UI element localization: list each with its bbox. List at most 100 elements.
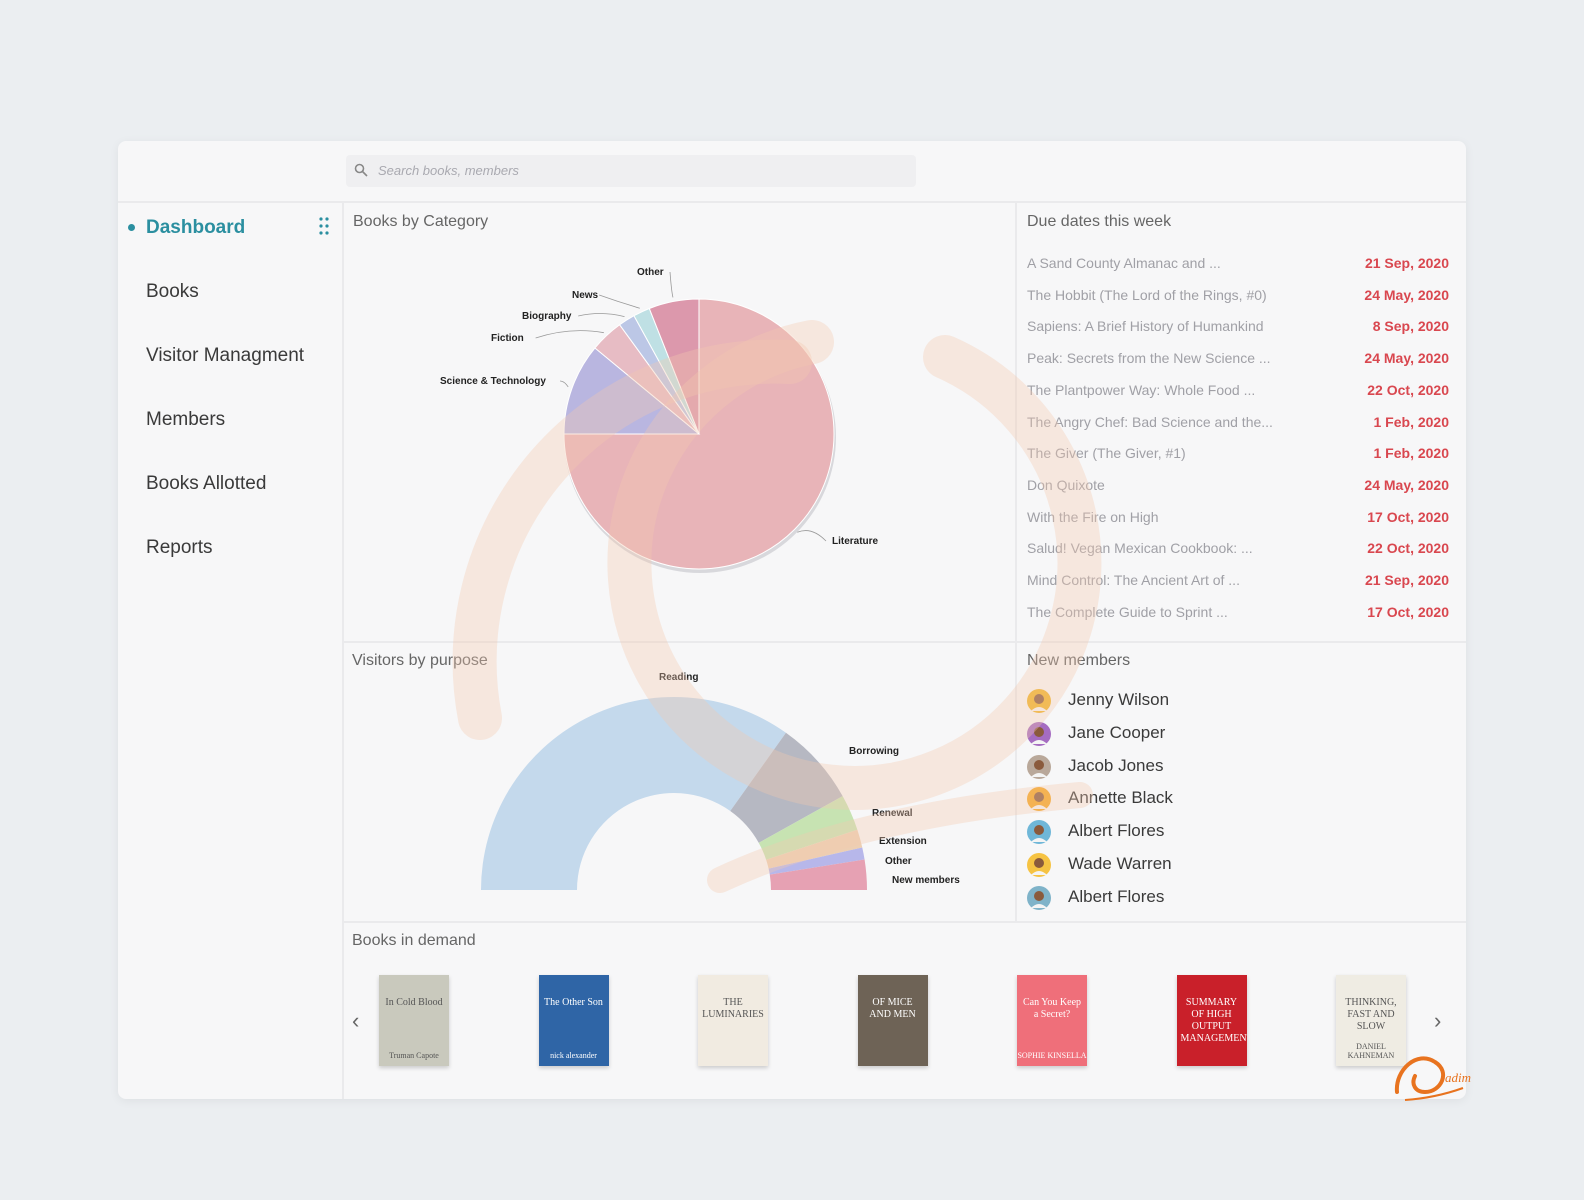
due-date-row[interactable]: The Plantpower Way: Whole Food ... 22 Oct… (1027, 382, 1449, 404)
avatar (1027, 885, 1051, 910)
pie-leader-line (535, 330, 604, 339)
pie-label: Science & Technology (440, 376, 546, 387)
member-row[interactable]: Jane Cooper (1027, 720, 1327, 748)
pie-leader-line (797, 530, 827, 542)
due-date-row[interactable]: A Sand County Almanac and ... 21 Sep, 202… (1027, 255, 1449, 277)
sidebar (118, 203, 344, 1099)
panel-title-category: Books by Category (353, 213, 489, 230)
due-date: 24 May, 2020 (1364, 476, 1449, 493)
member-row[interactable]: Jacob Jones (1027, 753, 1327, 781)
book-cover[interactable]: Can You Keep a Secret? SOPHIE KINSELLA (1017, 975, 1087, 1066)
book-title: In Cold Blood (385, 997, 443, 1008)
member-name: Jenny Wilson (1068, 690, 1170, 709)
divider (344, 921, 1466, 923)
due-book-title: With the Fire on High (1027, 508, 1159, 525)
book-author: SOPHIE KINSELLA (1017, 1051, 1087, 1060)
member-row[interactable]: Albert Flores (1027, 884, 1327, 912)
pie-slice (648, 298, 700, 435)
book-cover[interactable]: In Cold Blood Truman Capote (379, 975, 449, 1066)
sidebar-item-reports[interactable]: Reports (146, 537, 213, 558)
donut-segment (730, 732, 843, 843)
avatar (1027, 820, 1051, 845)
member-name: Albert Flores (1068, 886, 1165, 906)
panel-title-new-members: New members (1027, 652, 1131, 669)
due-date: 8 Sep, 2020 (1372, 318, 1449, 335)
due-date: 22 Oct, 2020 (1367, 540, 1449, 557)
book-title: Can You Keep a Secret? (1022, 997, 1082, 1020)
due-book-title: The Angry Chef: Bad Science and the... (1027, 413, 1273, 430)
donut-segment (758, 796, 858, 860)
member-name: Albert Flores (1068, 821, 1165, 841)
due-date: 1 Feb, 2020 (1373, 445, 1450, 462)
avatar (1027, 689, 1051, 713)
due-date-row[interactable]: With the Fire on High 17 Oct, 2020 (1027, 509, 1449, 531)
book-title: THE LUMINARIES (702, 997, 764, 1020)
active-indicator (128, 224, 135, 231)
search-bar[interactable]: Search books, members (346, 155, 916, 187)
member-name: Jacob Jones (1068, 755, 1164, 775)
due-date-row[interactable]: Peak: Secrets from the New Science ... 24… (1027, 350, 1449, 372)
pie-label: Literature (832, 536, 879, 547)
due-date: 24 May, 2020 (1364, 286, 1449, 303)
due-date-row[interactable]: Don Quixote 24 May, 2020 (1027, 477, 1449, 499)
donut-segment (768, 847, 865, 875)
due-date-row[interactable]: Sapiens: A Brief History of Humankind 8 S… (1027, 318, 1449, 340)
due-date-row[interactable]: The Hobbit (The Lord of the Rings, #0) 24… (1027, 287, 1449, 309)
search-input[interactable]: Search books, members (378, 163, 519, 178)
donut-label: New members (892, 875, 960, 886)
donut-label: Other (885, 856, 912, 867)
book-cover[interactable]: SUMMARY OF HIGH OUTPUT MANAGEMENT (1176, 975, 1247, 1066)
due-date: 24 May, 2020 (1364, 350, 1449, 367)
due-book-title: The Hobbit (The Lord of the Rings, #0) (1027, 286, 1267, 303)
sidebar-item-visitor-management[interactable]: Visitor Managment (146, 345, 305, 366)
books-by-category-chart: Literature Science & Technology Fiction Bio… (440, 267, 879, 573)
book-cover[interactable]: OF MICE AND MEN (857, 975, 928, 1066)
due-date-row[interactable]: The Angry Chef: Bad Science and the... 1 … (1027, 414, 1449, 436)
donut-label: Reading (659, 672, 698, 683)
due-date-row[interactable]: The Complete Guide to Sprint ... 17 Oct, … (1027, 604, 1449, 626)
member-row[interactable]: Wade Warren (1027, 851, 1327, 879)
brand-logo: adim (1394, 1056, 1471, 1101)
pie-label: Biography (522, 311, 572, 322)
due-date: 17 Oct, 2020 (1367, 508, 1449, 525)
due-book-title: A Sand County Almanac and ... (1027, 255, 1221, 271)
donut-label: Extension (879, 836, 927, 847)
book-cover[interactable]: THINKING, FAST AND SLOW DANIEL KAHNEMAN (1336, 975, 1406, 1066)
panel-title-books-in-demand: Books in demand (352, 932, 476, 949)
due-date-row[interactable]: The Giver (The Giver, #1) 1 Feb, 2020 (1027, 445, 1449, 467)
donut-label: Borrowing (849, 746, 899, 757)
panel-title-due-dates: Due dates this week (1027, 213, 1172, 230)
book-cover[interactable]: The Other Son nick alexander (538, 975, 609, 1066)
due-book-title: The Plantpower Way: Whole Food ... (1027, 381, 1256, 398)
pie-label: Other (637, 267, 664, 278)
due-book-title: Sapiens: A Brief History of Humankind (1027, 318, 1264, 335)
member-row[interactable]: Albert Flores (1027, 818, 1327, 846)
due-date-row[interactable]: Salud! Vegan Mexican Cookbook: ... 22 Oct… (1027, 540, 1449, 562)
book-title: SUMMARY OF HIGH OUTPUT MANAGEMENT (1180, 997, 1247, 1044)
sidebar-item-members[interactable]: Members (146, 409, 226, 430)
sidebar-item-books-allotted[interactable]: Books Allotted (146, 473, 267, 494)
due-book-title: Mind Control: The Ancient Art of ... (1027, 572, 1240, 588)
donut-label: Renewal (872, 808, 913, 819)
book-title: THINKING, FAST AND SLOW (1345, 997, 1397, 1032)
avatar (1027, 721, 1051, 746)
carousel-prev-button[interactable]: ‹ (352, 1008, 360, 1033)
app-window: Search books, members (118, 141, 1466, 1099)
sidebar-item-dashboard[interactable]: Dashboard (146, 217, 246, 238)
due-date: 21 Sep, 2020 (1364, 255, 1449, 271)
book-author: DANIEL KAHNEMAN (1347, 1042, 1395, 1060)
drag-handle-icon[interactable] (318, 216, 330, 240)
sidebar-item-books[interactable]: Books (146, 281, 199, 302)
member-row[interactable]: Jenny Wilson (1027, 687, 1327, 715)
pie-slice (563, 347, 701, 435)
panel-title-visitors: Visitors by purpose (352, 652, 488, 669)
carousel-next-button[interactable]: › (1434, 1008, 1442, 1033)
book-title: The Other Son (544, 997, 603, 1008)
pie-leader-line (559, 380, 569, 388)
divider (344, 641, 1466, 643)
pie-leader-line (599, 294, 640, 309)
book-cover[interactable]: THE LUMINARIES (698, 975, 768, 1066)
book-title: OF MICE AND MEN (869, 997, 916, 1020)
due-date-row[interactable]: Mind Control: The Ancient Art of ... 21 S… (1027, 572, 1449, 594)
member-row[interactable]: Annette Black (1027, 785, 1327, 813)
